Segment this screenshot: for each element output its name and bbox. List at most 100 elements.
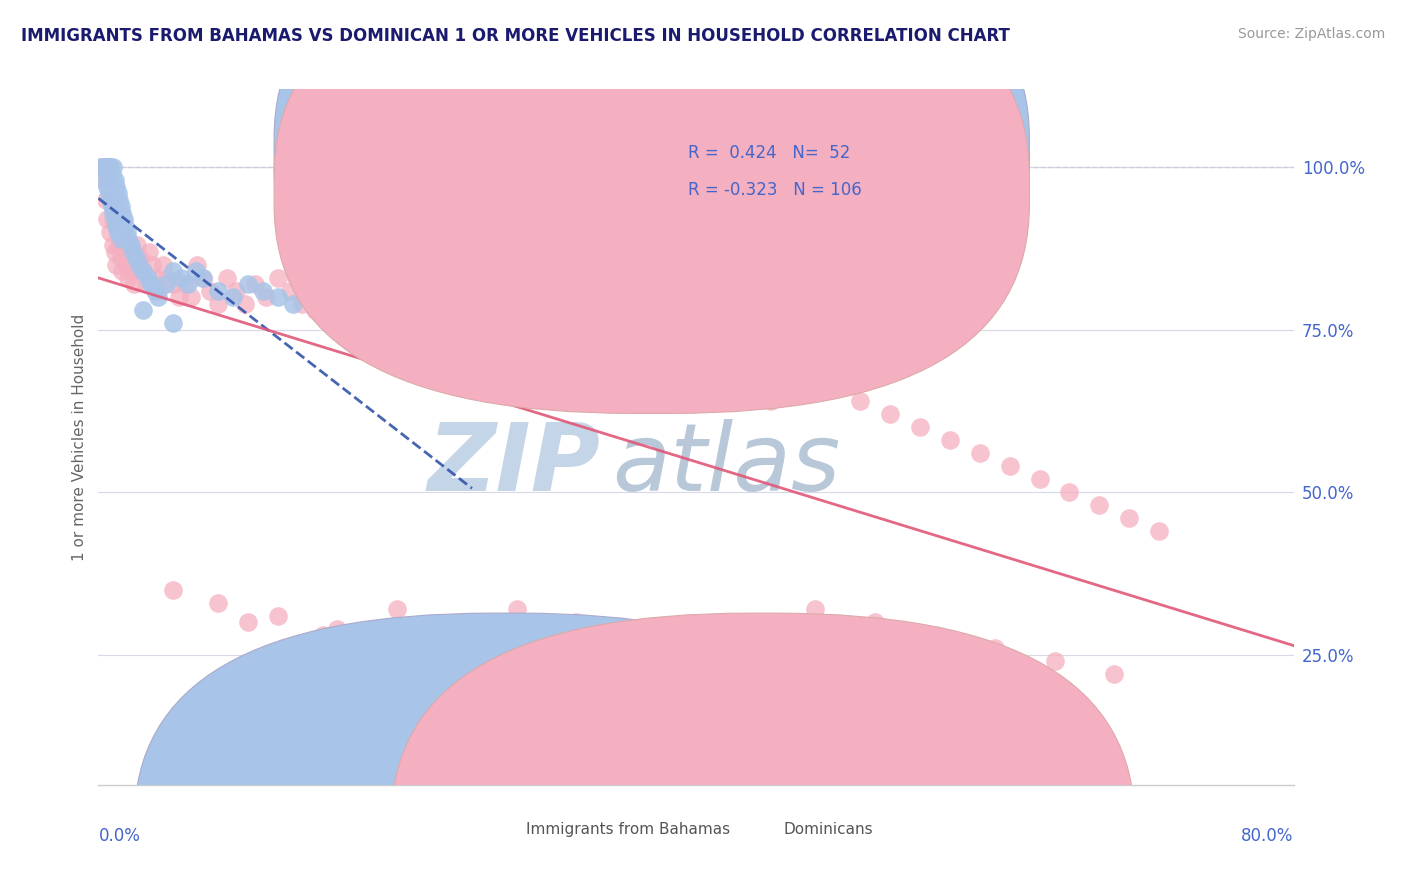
Text: 80.0%: 80.0% (1241, 827, 1294, 845)
Point (177, 277, 200, 292)
Point (110, 252, 132, 266)
Point (849, 394, 872, 409)
Point (148, 284, 170, 298)
Point (162, 277, 184, 292)
Point (104, 244, 127, 259)
Point (267, 270, 290, 285)
Point (1043, 654, 1066, 668)
Point (105, 179, 128, 194)
Point (120, 238, 142, 252)
Point (152, 258, 174, 272)
Point (245, 277, 267, 292)
Point (115, 258, 138, 272)
Point (225, 284, 247, 298)
Point (820, 381, 842, 395)
Text: Dominicans: Dominicans (783, 822, 873, 837)
FancyBboxPatch shape (619, 124, 953, 214)
Point (115, 225, 138, 239)
Point (167, 290, 190, 304)
Point (364, 270, 387, 285)
Text: Source: ZipAtlas.com: Source: ZipAtlas.com (1237, 27, 1385, 41)
Point (121, 244, 143, 259)
Point (93, 160, 115, 174)
Point (105, 258, 128, 272)
Point (97, 173, 120, 187)
Point (804, 602, 827, 616)
Text: Immigrants from Bahamas: Immigrants from Bahamas (526, 822, 730, 837)
Point (207, 284, 229, 298)
Point (98, 193, 122, 207)
FancyBboxPatch shape (391, 613, 1135, 892)
Point (91, 160, 114, 174)
Point (110, 199, 132, 213)
Point (700, 368, 723, 383)
Point (117, 270, 139, 285)
Point (333, 290, 356, 304)
Point (148, 290, 170, 304)
Y-axis label: 1 or more Vehicles in Household: 1 or more Vehicles in Household (72, 313, 87, 561)
Point (94, 160, 117, 174)
Point (254, 290, 277, 304)
Point (252, 284, 274, 298)
Point (461, 615, 484, 630)
Point (191, 270, 214, 285)
Point (169, 270, 191, 285)
Point (114, 244, 136, 259)
Point (93, 160, 115, 174)
FancyBboxPatch shape (274, 0, 1029, 413)
Point (319, 277, 342, 292)
Point (112, 212, 135, 227)
Point (304, 303, 326, 318)
Point (156, 270, 179, 285)
Point (1088, 499, 1111, 513)
Point (207, 297, 229, 311)
Point (730, 381, 752, 395)
Point (135, 277, 157, 292)
Point (446, 323, 468, 337)
Point (91, 173, 114, 187)
Point (110, 232, 132, 246)
Point (536, 628, 558, 642)
Point (215, 270, 238, 285)
Text: atlas: atlas (613, 419, 841, 510)
Point (103, 206, 125, 220)
Point (127, 238, 149, 252)
Point (96, 212, 118, 227)
Point (233, 297, 256, 311)
Point (558, 343, 581, 357)
Point (1147, 524, 1170, 539)
Point (162, 264, 184, 278)
Point (939, 434, 962, 448)
Point (789, 368, 811, 383)
Point (111, 206, 134, 220)
Point (97, 186, 120, 201)
Point (141, 258, 163, 272)
Point (96, 179, 118, 194)
Point (998, 459, 1021, 474)
Point (129, 252, 152, 266)
Point (107, 225, 129, 239)
Point (745, 654, 768, 668)
Point (385, 635, 409, 649)
Point (132, 264, 155, 278)
Point (108, 238, 131, 252)
Point (94, 193, 117, 207)
Point (640, 343, 662, 357)
Point (124, 277, 146, 292)
Point (162, 582, 184, 597)
Point (326, 622, 349, 636)
Point (1059, 485, 1081, 500)
Point (104, 173, 127, 187)
Point (143, 270, 166, 285)
Point (138, 244, 160, 259)
Point (506, 602, 529, 616)
Point (1104, 667, 1126, 681)
Point (291, 297, 314, 311)
Point (132, 303, 155, 318)
Point (103, 212, 125, 227)
Point (114, 219, 136, 233)
Point (669, 355, 692, 369)
Point (98, 225, 122, 239)
Point (90, 160, 112, 174)
Point (200, 284, 222, 298)
